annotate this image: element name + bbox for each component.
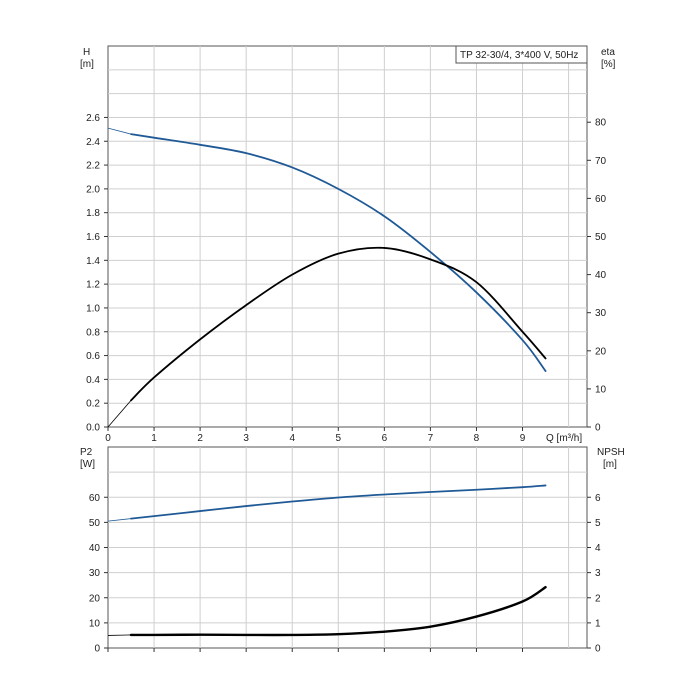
top-y-right-tick-label: 80 [595,118,607,129]
bottom-y-left-tick-label: 0 [94,644,100,655]
top-x-tick-label: 6 [382,433,388,444]
top-y-left-tick-label: 1.2 [86,280,100,291]
top-x-tick-label: 3 [243,433,249,444]
top-x-tick-label: 8 [474,433,480,444]
bottom-series [107,484,547,637]
bottom-y-right-tick-label: 2 [595,593,601,604]
top-y-left-tick-label: 2.2 [86,161,100,172]
chart-title-box [455,45,588,64]
bottom-y-right-tick-label: 5 [595,518,601,529]
bottom-left-axis-label-line1: P2 [80,447,93,458]
top-x-tick-label: 7 [428,433,434,444]
bottom-y-left-tick-label: 20 [89,593,101,604]
top-y-left-tick-label: 1.4 [86,256,100,267]
top-x-tick-label: 1 [151,433,157,444]
top-y-left-tick-label: 2.6 [86,113,100,124]
top-grid [108,46,587,427]
top-left-axis-label-line1: H [83,47,90,58]
bottom-right-axis-label-line1: NPSH [597,447,625,458]
bottom-y-right-tick-label: 3 [595,568,601,579]
top-x-tick-label: 0 [105,433,111,444]
bottom-y-right-tick-label: 1 [595,618,601,629]
top-y-left-tick-label: 0.6 [86,351,100,362]
top-y-left-tick-label: 0.8 [86,327,100,338]
bottom-left-axis-label-line2: [W] [80,459,95,470]
top-x-tick-label: 4 [289,433,295,444]
top-y-left-tick-label: 2.0 [86,184,100,195]
top-left-axis-label-line2: [m] [80,59,94,70]
bottom-axes: 0 10 20 30 40 50 60 0 1 2 3 4 5 6 [89,493,601,655]
top-series-1-extension [107,400,132,428]
bottom-right-axis-label-line2: [m] [603,459,617,470]
bottom-series-1-extension [107,634,132,636]
top-y-right-tick-label: 30 [595,308,607,319]
top-y-right-tick-label: 10 [595,384,607,395]
bottom-y-left-tick-label: 40 [89,543,101,554]
chart-title: TP 32-30/4, 3*400 V, 50Hz [460,50,578,61]
top-right-axis-label-line2: [%] [601,59,616,70]
bottom-y-right-tick-label: 6 [595,493,601,504]
top-series-0-extension [107,127,132,135]
bottom-y-left-tick-label: 30 [89,568,101,579]
top-x-tick-label: 5 [336,433,342,444]
top-series-0-line [130,133,547,372]
top-y-right-tick-label: 50 [595,232,607,243]
curve-panel-bottom: 0 10 20 30 40 50 60 0 1 2 3 4 5 6 P2 [W] NPSH [m] [80,446,625,655]
top-y-left-tick-label: 0.0 [86,423,100,434]
top-y-left-tick-label: 0.4 [86,375,100,386]
bottom-grid [108,447,587,648]
top-series [107,127,547,428]
bottom-y-right-tick-label: 0 [595,644,601,655]
top-x-tick-label: 9 [520,433,526,444]
bottom-y-left-tick-label: 10 [89,618,101,629]
top-x-tick-label: 2 [197,433,203,444]
bottom-y-right-tick-label: 4 [595,543,601,554]
bottom-series-0-extension [107,518,132,522]
bottom-y-left-tick-label: 50 [89,518,101,529]
curve-panel-top: 0 1 2 3 4 5 6 7 8 9 0.0 0.2 0.4 0.6 0.8 1.0 1.2 1.4 1.6 1.8… [80,45,616,444]
bottom-y-left-tick-label: 60 [89,493,101,504]
top-y-left-tick-label: 1.6 [86,232,100,243]
top-right-axis-label-line1: eta [601,47,615,58]
top-axes: 0 1 2 3 4 5 6 7 8 9 0.0 0.2 0.4 0.6 0.8 1.0 1.2 1.4 1.6 1.8… [86,113,606,444]
top-y-right-tick-label: 0 [595,423,601,434]
top-series-1-line [130,246,547,402]
top-y-left-tick-label: 2.4 [86,137,100,148]
top-y-right-tick-label: 20 [595,346,607,357]
bottom-series-1-line [129,585,547,637]
x-axis-label: Q [m³/h] [546,433,582,444]
top-y-left-tick-label: 1.8 [86,208,100,219]
top-y-right-tick-label: 70 [595,156,607,167]
top-y-left-tick-label: 1.0 [86,303,100,314]
top-y-left-tick-label: 0.2 [86,399,100,410]
bottom-series-0-line [130,484,547,520]
top-y-right-tick-label: 40 [595,270,607,281]
top-y-right-tick-label: 60 [595,194,607,205]
